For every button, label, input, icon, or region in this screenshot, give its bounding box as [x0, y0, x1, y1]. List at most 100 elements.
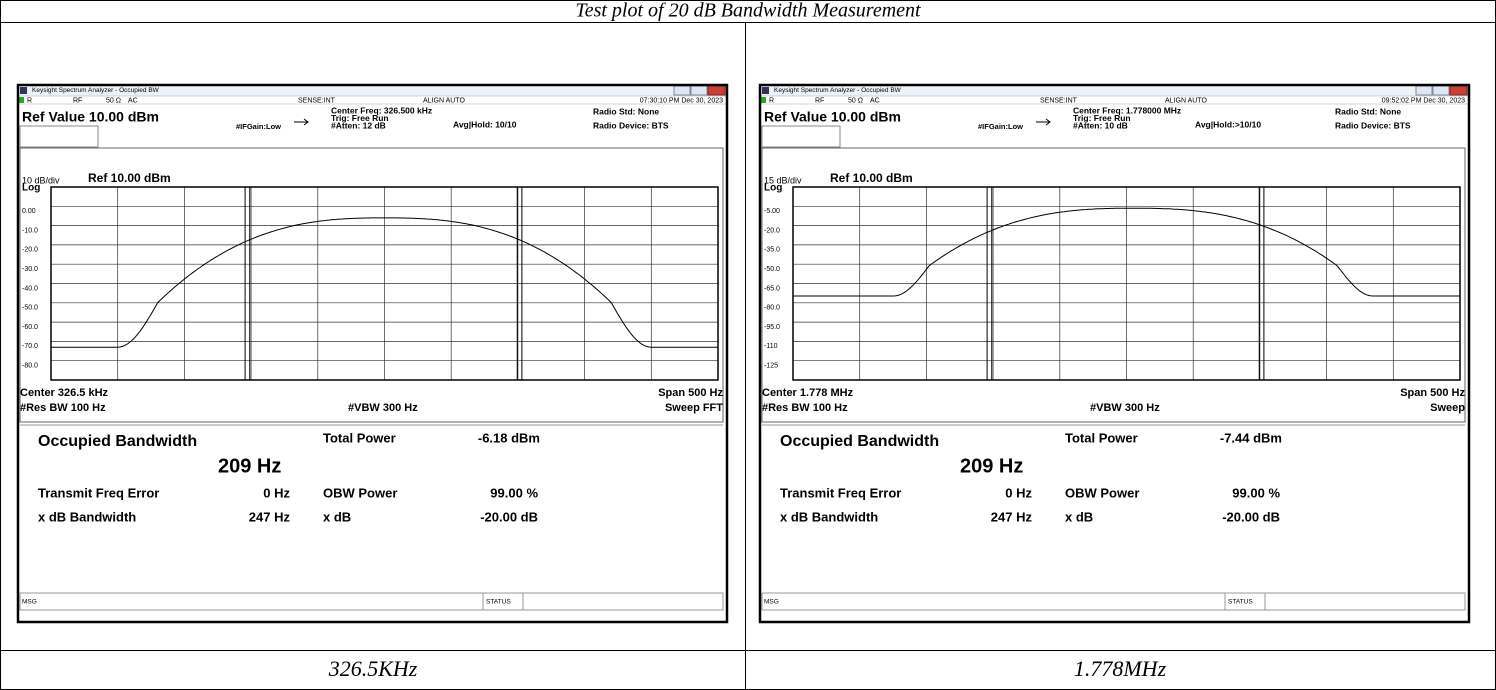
y-tick-label: -80.0: [22, 363, 38, 370]
xdb-bw: 247 Hz: [249, 509, 291, 524]
y-tick-label: -125: [764, 363, 778, 370]
center-freq: Center Freq: 326.500 kHz: [331, 105, 432, 115]
span: Span 500 Hz: [1400, 387, 1465, 399]
radio-std: Radio Std: None: [1335, 106, 1401, 116]
caption: 1.778MHz: [1074, 656, 1167, 681]
status-text: ALIGN AUTO: [1165, 97, 1207, 104]
scale: 10 dB/div: [22, 175, 60, 185]
log-label: Log: [764, 183, 782, 194]
xdb: -20.00 dB: [480, 509, 538, 524]
table-title: Test plot of 20 dB Bandwidth Measurement: [575, 0, 921, 22]
y-tick-label: -50.0: [764, 266, 780, 273]
trig: Trig: Free Run: [331, 113, 389, 123]
total-power-label: Total Power: [323, 430, 396, 445]
ifgain: #IFGain:Low: [236, 122, 281, 131]
total-power-label: Total Power: [1065, 430, 1138, 445]
status-label: STATUS: [1228, 599, 1253, 606]
window-title: Keysight Spectrum Analyzer - Occupied BW: [32, 87, 160, 94]
close-button: [1449, 85, 1468, 96]
status-text: R: [27, 97, 32, 104]
minimize-button: [673, 85, 691, 96]
vbw: #VBW 300 Hz: [1090, 402, 1160, 414]
xdb-bw-label: x dB Bandwidth: [38, 509, 136, 524]
radio-device: Radio Device: BTS: [593, 120, 669, 130]
occupied-label: Occupied Bandwidth: [38, 433, 197, 450]
center-freq: Center Freq: 1.778000 MHz: [1073, 105, 1181, 115]
graph-frame: [19, 147, 724, 423]
status-text: AC: [870, 97, 880, 104]
ref-value: Ref Value 10.00 dBm: [22, 109, 159, 125]
radio-std: Radio Std: None: [593, 106, 659, 116]
tfe-value: 0 Hz: [263, 485, 290, 500]
tfe-label: Transmit Freq Error: [38, 485, 159, 500]
res-bw: #Res BW 100 Hz: [20, 402, 106, 414]
span: Span 500 Hz: [658, 387, 723, 399]
tfe-label: Transmit Freq Error: [780, 485, 901, 500]
status-time: 09:52:02 PM Dec 30, 2023: [1382, 97, 1465, 104]
title-bar: [760, 85, 1469, 96]
status-text: 50 Ω: [848, 97, 863, 104]
status-text: RF: [73, 97, 82, 104]
y-tick-label: -10.0: [22, 227, 38, 234]
status-text: SENSE:INT: [298, 97, 336, 104]
plot-area: [792, 186, 1461, 381]
scale: 15 dB/div: [764, 175, 802, 185]
xdb-label: x dB: [323, 509, 351, 524]
obw-power: 99.00 %: [1232, 485, 1280, 500]
y-tick-label: -30.0: [22, 266, 38, 273]
total-power: -7.44 dBm: [1220, 430, 1282, 445]
ref-level: Ref 10.00 dBm: [88, 171, 171, 185]
status-icon: [19, 97, 24, 103]
y-tick-label: -110: [764, 343, 778, 350]
close-button: [707, 85, 726, 96]
trace: [793, 207, 1460, 297]
ref-level: Ref 10.00 dBm: [830, 171, 913, 185]
analyzer-screenshot: Keysight Spectrum Analyzer - Occupied BW…: [758, 83, 1471, 624]
obw-power-label: OBW Power: [323, 485, 397, 500]
ref-input: [761, 125, 841, 148]
y-tick-label: -35.0: [764, 247, 780, 254]
y-tick-label: -40.0: [22, 285, 38, 292]
y-tick-label: -20.0: [764, 227, 780, 234]
trig: Trig: Free Run: [1073, 113, 1131, 123]
msg: MSG: [764, 599, 779, 606]
y-tick-label: -70.0: [22, 343, 38, 350]
xdb: -20.00 dB: [1222, 509, 1280, 524]
obw-power-label: OBW Power: [1065, 485, 1139, 500]
xdb-bw: 247 Hz: [991, 509, 1033, 524]
app-icon: [762, 87, 769, 94]
msg-bar: [19, 592, 724, 611]
y-tick-label: -95.0: [764, 324, 780, 331]
sweep: Sweep FFT: [665, 402, 723, 414]
title-bar: [18, 85, 727, 96]
status-text: R: [769, 97, 774, 104]
total-power: -6.18 dBm: [478, 430, 540, 445]
status-row: [759, 95, 1470, 105]
avg-hold: Avg|Hold: 10/10: [453, 119, 517, 129]
ref-value: Ref Value 10.00 dBm: [764, 109, 901, 125]
status-text: ALIGN AUTO: [423, 97, 465, 104]
window-title: Keysight Spectrum Analyzer - Occupied BW: [774, 87, 902, 94]
analyzer-screenshot: Keysight Spectrum Analyzer - Occupied BW…: [16, 83, 729, 624]
status-text: AC: [128, 97, 138, 104]
minimize-button: [1415, 85, 1433, 96]
log-label: Log: [22, 183, 40, 194]
occupied-value: 209 Hz: [960, 455, 1023, 477]
window-border: [758, 83, 1471, 624]
trigger-icon: [1036, 118, 1051, 126]
y-tick-label: -80.0: [764, 305, 780, 312]
status-text: RF: [815, 97, 824, 104]
msg: MSG: [22, 599, 37, 606]
atten: #Atten: 10 dB: [1073, 120, 1128, 130]
status-time: 07:30:10 PM Dec 30, 2023: [640, 97, 723, 104]
maximize-button: [690, 85, 708, 96]
y-tick-label: 0.00: [22, 208, 36, 215]
occupied-value: 209 Hz: [218, 455, 281, 477]
avg-hold: Avg|Hold:>10/10: [1195, 119, 1261, 129]
ifgain: #IFGain:Low: [978, 122, 1023, 131]
status-text: SENSE:INT: [1040, 97, 1078, 104]
occupied-label: Occupied Bandwidth: [780, 433, 939, 450]
center: Center 326.5 kHz: [20, 387, 109, 399]
trigger-icon: [294, 118, 309, 126]
